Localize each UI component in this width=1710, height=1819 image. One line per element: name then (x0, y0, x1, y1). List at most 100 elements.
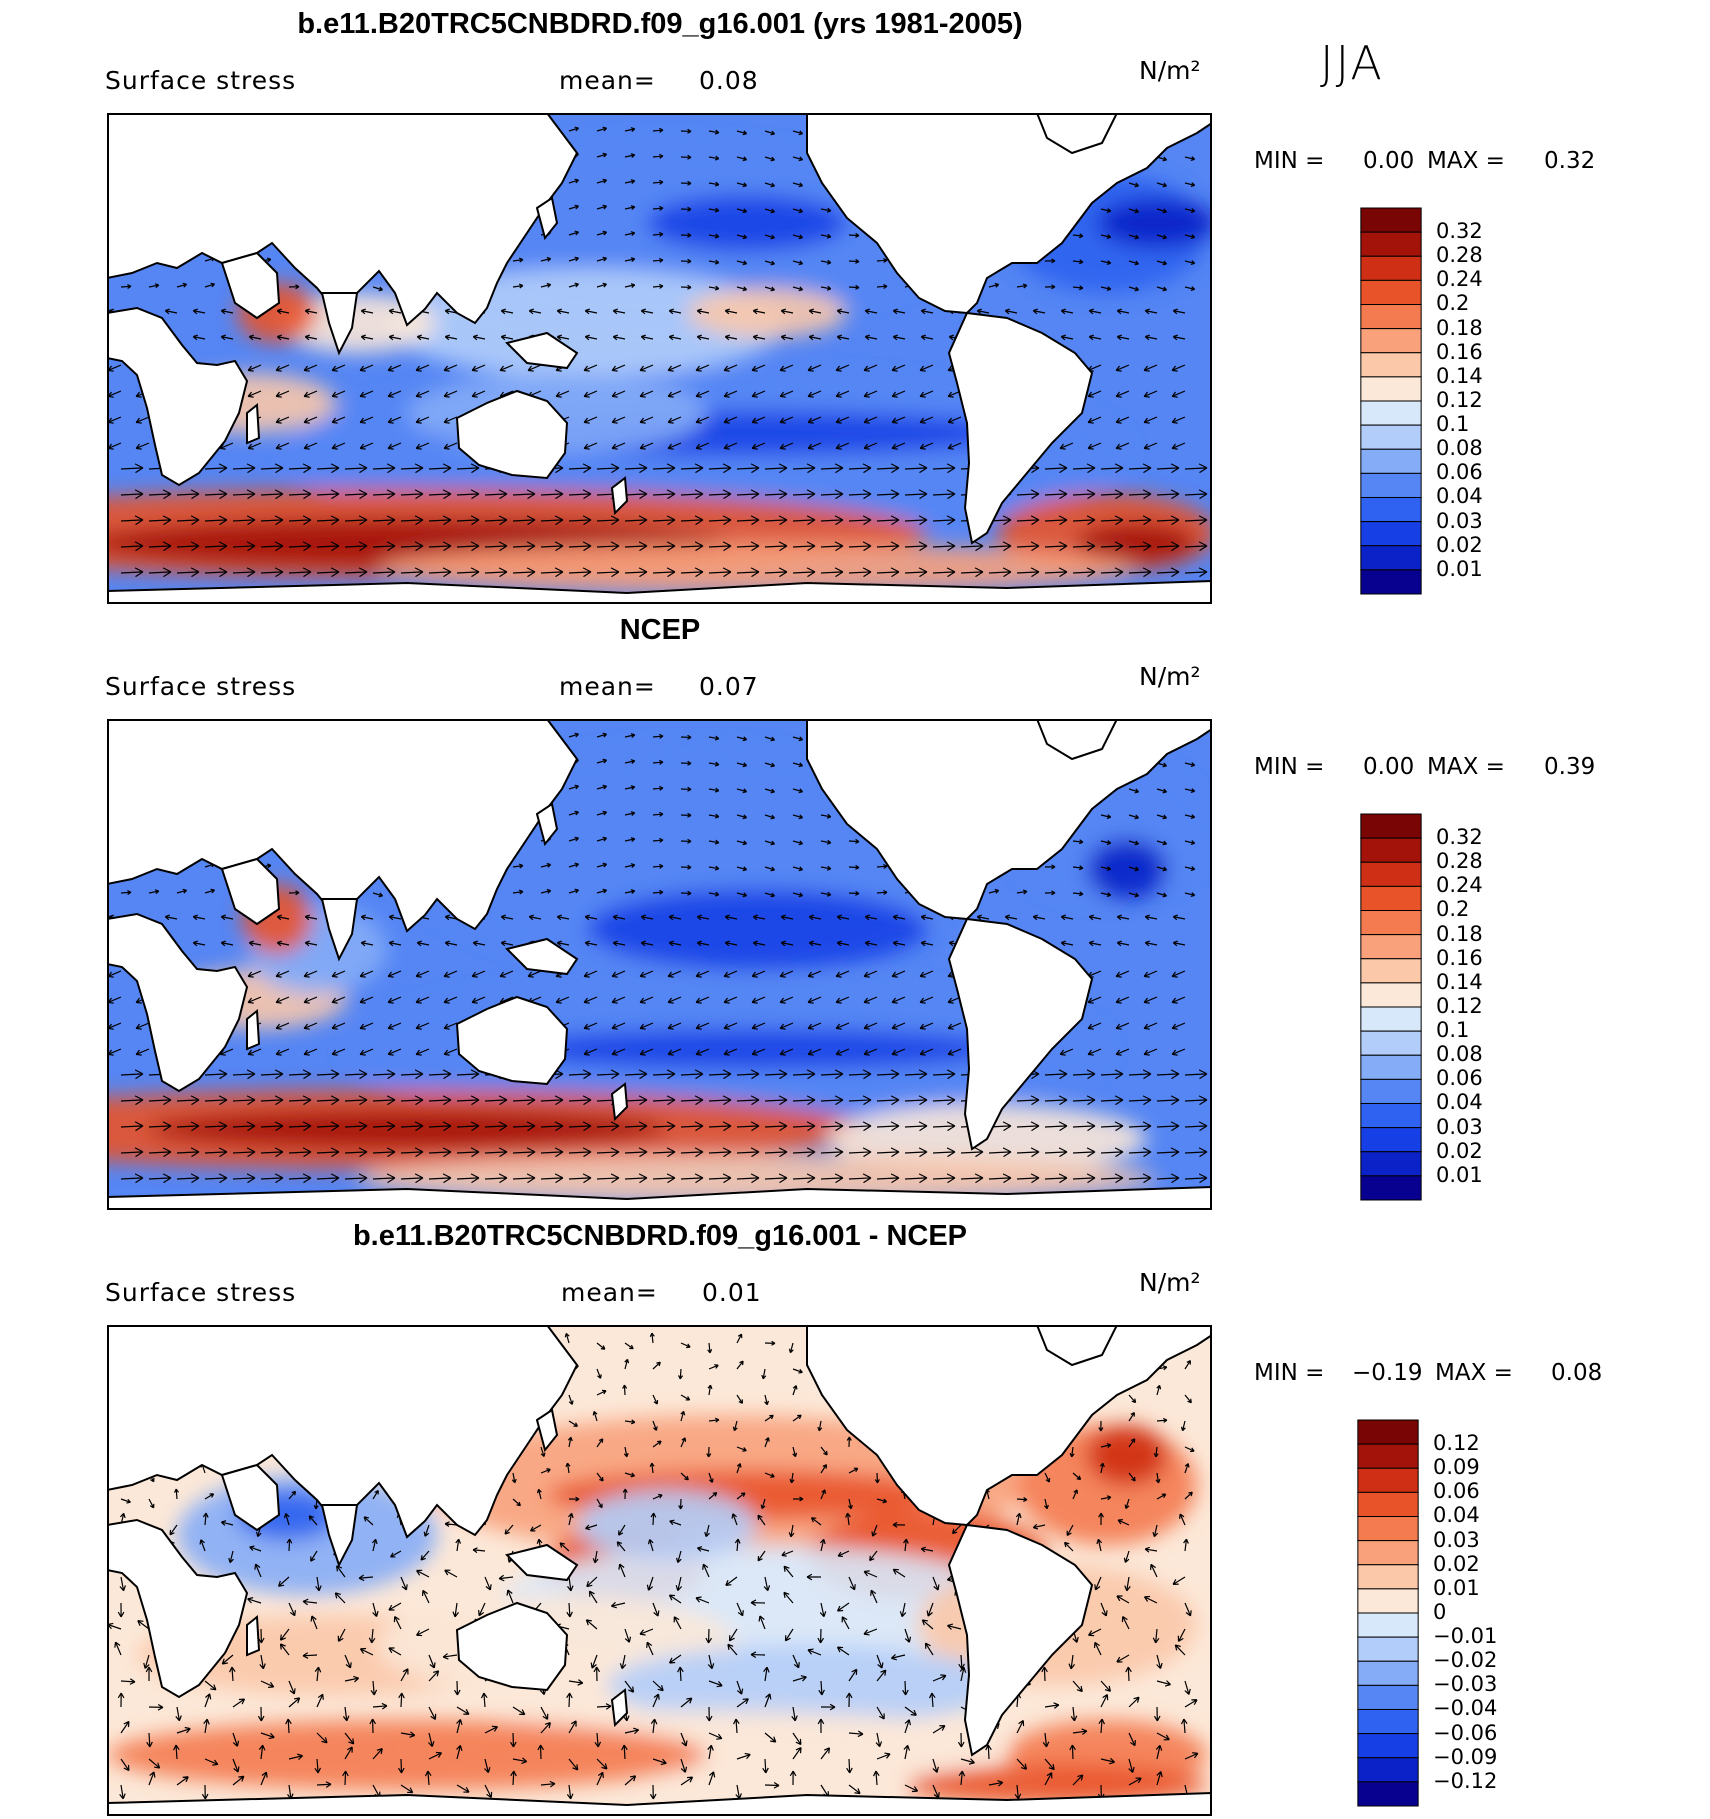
stress-vector (818, 1680, 825, 1696)
stress-vector (568, 256, 580, 262)
stress-vector (220, 334, 234, 341)
stress-vector (415, 416, 430, 424)
stress-vector (988, 541, 1012, 552)
stress-vector (624, 489, 648, 500)
stress-vector (667, 970, 682, 978)
stress-vector (275, 364, 290, 372)
stress-vector (680, 890, 692, 896)
stress-vector (135, 1048, 150, 1056)
stress-vector (1072, 463, 1096, 474)
stress-vector (567, 1576, 574, 1592)
stress-vector (228, 1666, 236, 1682)
stress-vector (303, 1048, 318, 1056)
stress-vector (331, 390, 346, 398)
stress-vector (1100, 463, 1124, 474)
stress-vector (1184, 489, 1208, 500)
stress-vector (596, 204, 608, 210)
stress-vector (484, 515, 508, 526)
stress-vector (1144, 308, 1158, 315)
stress-vector (428, 1751, 443, 1760)
colorbar-tick-label: 0.06 (1433, 1479, 1480, 1504)
stress-vector (932, 1095, 956, 1106)
stress-vector (667, 442, 682, 450)
stress-vector (344, 567, 368, 578)
stress-vector (621, 1744, 628, 1760)
stress-vector (1184, 1446, 1195, 1453)
continent-outline (610, 1082, 629, 1122)
stress-vector (428, 1670, 440, 1682)
stress-vector (639, 416, 654, 424)
stress-vector (1098, 1420, 1104, 1432)
stress-vector (624, 1095, 648, 1106)
stress-vector (1171, 1048, 1186, 1056)
panel-3-max-label: MAX = (1435, 1360, 1513, 1386)
stress-vector (1100, 1757, 1116, 1765)
stress-vector (400, 489, 424, 500)
stress-vector (724, 914, 738, 921)
colorbar-tick-label: −0.06 (1433, 1720, 1498, 1745)
stress-vector (708, 735, 720, 741)
stress-vector (1087, 416, 1102, 424)
panel-3-max-value: 0.08 (1551, 1360, 1603, 1386)
stress-vector (1100, 567, 1124, 578)
stress-vector (484, 1576, 492, 1591)
stress-vector (807, 390, 822, 398)
stress-vector (584, 914, 598, 921)
stress-vector (751, 390, 766, 398)
stress-vector (1064, 1541, 1074, 1552)
stress-vector (331, 1022, 346, 1030)
stress-vector (1184, 260, 1196, 266)
stress-vector (530, 1524, 542, 1532)
continent-outline (947, 311, 1094, 545)
stress-vector (1115, 416, 1130, 424)
stress-vector (499, 364, 514, 372)
stress-vector (260, 1121, 284, 1132)
stress-vector (695, 390, 710, 398)
stress-vector (848, 567, 872, 578)
stress-vector (652, 257, 664, 263)
stress-vector (848, 890, 860, 896)
stress-vector (1044, 1173, 1068, 1184)
stress-vector (951, 1524, 962, 1535)
stress-vector (512, 541, 536, 552)
stress-vector (1088, 334, 1102, 341)
stress-vector (1100, 1495, 1112, 1501)
stress-vector (680, 1732, 688, 1747)
stress-vector (1069, 1446, 1075, 1458)
stress-vector (819, 1538, 826, 1552)
stress-vector (260, 1173, 284, 1184)
stress-vector (783, 1591, 794, 1604)
stress-vector (736, 1602, 744, 1617)
stress-vector (764, 1394, 770, 1406)
stress-vector (1171, 1022, 1186, 1030)
stress-vector (444, 308, 458, 315)
stress-vector (876, 1706, 885, 1720)
stress-vector (919, 970, 934, 978)
stress-vector (848, 463, 872, 474)
stress-vector (820, 839, 832, 845)
stress-vector (232, 541, 256, 552)
stress-vector (135, 1022, 150, 1030)
colorbar-box (1360, 1102, 1422, 1129)
stress-vector (484, 1095, 508, 1106)
stress-vector (1128, 840, 1140, 846)
stress-vector (456, 567, 480, 578)
stress-vector (764, 762, 775, 768)
stress-vector (611, 996, 626, 1004)
stress-vector (1044, 515, 1068, 526)
stress-vector (1184, 1463, 1190, 1474)
stress-vector (652, 1121, 676, 1132)
stress-vector (443, 364, 458, 372)
panel-2-colorbar (1360, 813, 1422, 1201)
panel-3-mean-label: mean= (561, 1278, 658, 1307)
stress-vector (1128, 1438, 1136, 1448)
stress-vector (1152, 1524, 1159, 1538)
colorbar-box (1360, 813, 1422, 839)
stress-vector (736, 892, 748, 898)
stress-vector (734, 1538, 741, 1552)
stress-vector (724, 334, 738, 341)
stress-vector (344, 1095, 368, 1106)
stress-vector (512, 1498, 521, 1507)
stress-vector (259, 1654, 266, 1670)
stress-vector (1128, 1732, 1136, 1747)
